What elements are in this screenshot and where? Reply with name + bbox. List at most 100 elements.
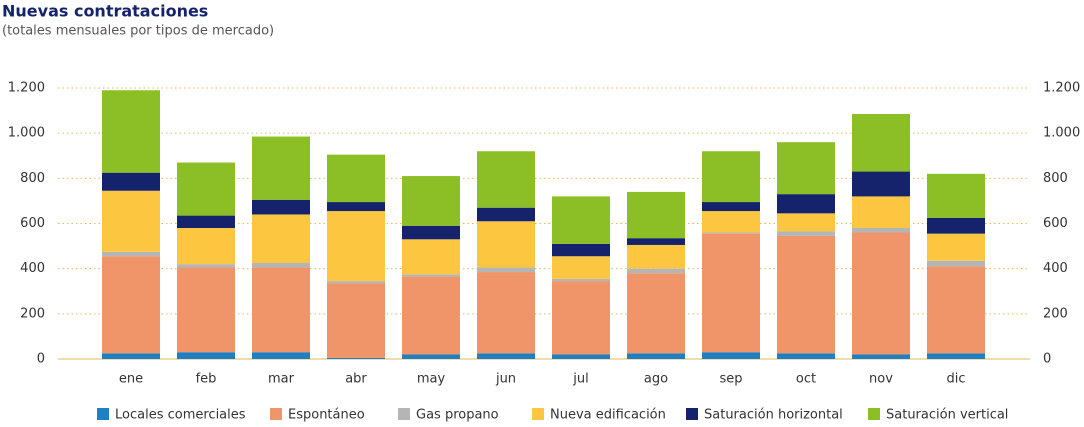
y2-tick-label: 1.200 [1043,81,1080,96]
legend-swatch [868,408,880,420]
bar-segment [627,353,685,359]
bar-segment [702,151,760,203]
y-tick-label: 1.000 [8,126,45,141]
bar-segment [102,172,160,191]
legend-label: Locales comerciales [115,408,246,423]
bar-segment [327,202,385,212]
bar-segment [252,267,310,353]
legend-swatch [532,408,544,420]
bar-segment [777,142,835,195]
chart-title: Nuevas contrataciones [2,2,208,21]
bar-segment [177,215,235,229]
legend-label: Saturación horizontal [704,408,843,423]
bar-segment [177,267,235,353]
bar-segment [927,233,985,261]
legend-label: Gas propano [416,408,499,423]
bar-segment [252,214,310,264]
y-tick-label: 600 [20,216,45,231]
bar-segment [852,354,910,359]
legend-swatch [97,408,109,420]
bar-segment [552,196,610,244]
bar-segment [927,266,985,354]
x-tick-label: nov [869,372,893,387]
legend-label: Nueva edificación [550,408,666,423]
y2-tick-label: 0 [1043,352,1051,367]
x-tick-label: may [417,372,446,387]
chart-subtitle: (totales mensuales por tipos de mercado) [2,24,274,39]
bar-segment [327,281,385,284]
y2-tick-label: 600 [1043,216,1068,231]
bar-segment [552,243,610,257]
bar-segment [777,231,835,236]
legend-label: Saturación vertical [886,408,1008,423]
bar-segment [402,274,460,277]
x-tick-label: abr [345,372,367,387]
bar-segment [402,239,460,275]
bar-segment [177,162,235,216]
y2-tick-label: 1.000 [1043,126,1080,141]
bar-segment [627,244,685,269]
bar-segment [702,352,760,359]
bar-segment [552,256,610,279]
y-tick-label: 800 [20,171,45,186]
y2-tick-label: 800 [1043,171,1068,186]
bar-segment [777,235,835,354]
bar-segment [477,353,535,359]
bar-segment [177,264,235,268]
bar-segment [777,213,835,232]
bar-segment [402,276,460,355]
x-tick-label: dic [946,372,965,387]
bar-segment [252,199,310,215]
bar-segment [777,353,835,359]
legend-label: Espontáneo [288,408,365,423]
bar-segment [477,267,535,273]
bar-segment [927,217,985,234]
bar-segment [552,354,610,359]
bar-segment [927,353,985,359]
bar-segment [102,90,160,173]
x-tick-label: feb [196,372,217,387]
bar-segment [402,354,460,359]
bar-segment [477,272,535,354]
x-tick-label: mar [268,372,295,387]
bar-segment [402,225,460,240]
bar-segment [402,176,460,226]
x-tick-label: jul [572,372,588,387]
y-tick-label: 200 [20,306,45,321]
bar-segment [252,263,310,268]
bar-segment [627,238,685,245]
bar-segment [477,151,535,208]
bar-segment [552,281,610,355]
bar-segment [552,278,610,282]
bar-segment [102,353,160,359]
bar-segment [852,228,910,233]
x-tick-label: sep [719,372,742,387]
bar-segment [327,154,385,203]
legend-swatch [686,408,698,420]
bar-segment [927,260,985,267]
y2-tick-label: 200 [1043,306,1068,321]
bar-segment [102,256,160,354]
x-tick-label: jun [495,372,516,387]
x-tick-label: ago [644,372,668,387]
bar-segment [327,357,385,359]
bar-segment [177,228,235,265]
y-tick-label: 1.200 [8,81,45,96]
y-tick-label: 400 [20,261,45,276]
bar-segment [627,191,685,239]
bar-segment [702,233,760,353]
bar-segment [702,202,760,212]
bar-segment [477,207,535,222]
bar-segment [852,171,910,197]
bar-segment [702,211,760,233]
bar-segment [327,283,385,358]
bar-segment [627,273,685,354]
x-tick-label: ene [119,372,143,387]
legend-swatch [270,408,282,420]
bar-segment [252,136,310,200]
bar-segment [852,196,910,229]
y-tick-label: 0 [37,352,45,367]
bar-segment [852,113,910,172]
